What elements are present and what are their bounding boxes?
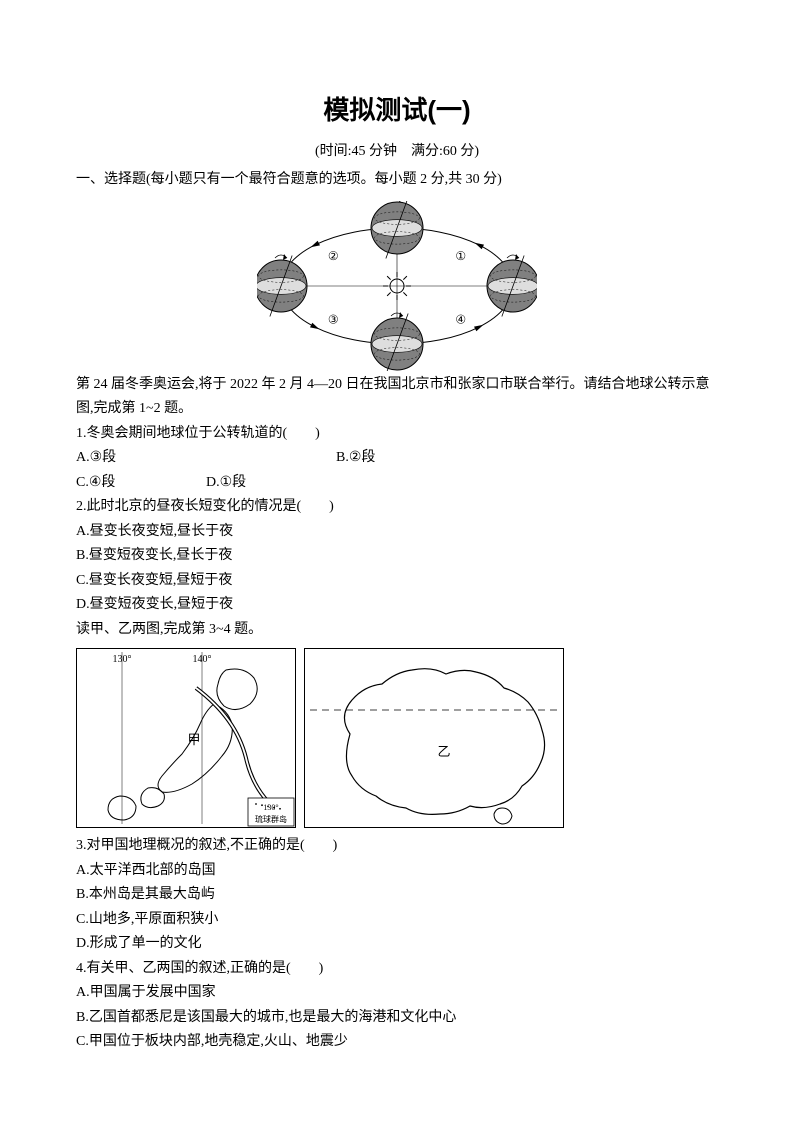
svg-text:②: ② [328, 248, 339, 262]
exam-title: 模拟测试(一) [76, 88, 718, 134]
q2-opt-d: D.昼变短夜变长,昼短于夜 [76, 593, 718, 618]
q3-opt-c: C.山地多,平原面积狭小 [76, 908, 718, 933]
q2-opt-a: A.昼变长夜变短,昼长于夜 [76, 520, 718, 545]
svg-text:130°: 130° [263, 803, 278, 812]
section-1-heading: 一、选择题(每小题只有一个最符合题意的选项。每小题 2 分,共 30 分) [76, 168, 718, 193]
q1-opt-a: A.③段 [76, 446, 336, 471]
q3-stem: 3.对甲国地理概况的叙述,不正确的是( ) [76, 834, 718, 859]
svg-text:甲: 甲 [187, 732, 200, 747]
figure-maps-container: 130° 140° 甲 130° 琉球群岛 乙 [76, 648, 718, 828]
q1-stem: 1.冬奥会期间地球位于公转轨道的( ) [76, 422, 718, 447]
q1-row2: C.④段 D.①段 [76, 471, 718, 496]
q2-opt-b: B.昼变短夜变长,昼长于夜 [76, 544, 718, 569]
svg-text:③: ③ [328, 312, 339, 326]
orbit-diagram: CBAD①②③④ [257, 201, 537, 371]
q4-opt-a: A.甲国属于发展中国家 [76, 981, 718, 1006]
map-japan: 130° 140° 甲 130° 琉球群岛 [76, 648, 296, 828]
svg-text:140°: 140° [193, 654, 212, 665]
q1-row1: A.③段 B.②段 [76, 446, 718, 471]
svg-text:乙: 乙 [437, 744, 450, 759]
page: 模拟测试(一) (时间:45 分钟 满分:60 分) 一、选择题(每小题只有一个… [0, 0, 794, 1095]
q4-stem: 4.有关甲、乙两国的叙述,正确的是( ) [76, 957, 718, 982]
exam-subtitle: (时间:45 分钟 满分:60 分) [76, 140, 718, 165]
q1-opt-c: C.④段 [76, 471, 206, 496]
svg-text:琉球群岛: 琉球群岛 [255, 814, 287, 824]
q2-opt-c: C.昼变长夜变短,昼短于夜 [76, 569, 718, 594]
figure-orbit-container: CBAD①②③④ [76, 201, 718, 371]
q2-stem: 2.此时北京的昼夜长短变化的情况是( ) [76, 495, 718, 520]
svg-text:④: ④ [455, 312, 466, 326]
q4-opt-c: C.甲国位于板块内部,地壳稳定,火山、地震少 [76, 1030, 718, 1055]
context-1: 第 24 届冬季奥运会,将于 2022 年 2 月 4—20 日在我国北京市和张… [76, 373, 718, 422]
q1-opt-b: B.②段 [336, 446, 375, 471]
q3-opt-d: D.形成了单一的文化 [76, 932, 718, 957]
map-australia: 乙 [304, 648, 564, 828]
svg-text:130°: 130° [113, 654, 132, 665]
q4-opt-b: B.乙国首都悉尼是该国最大的城市,也是最大的海港和文化中心 [76, 1006, 718, 1031]
svg-text:①: ① [455, 248, 466, 262]
q1-opt-d: D.①段 [206, 471, 246, 496]
q3-opt-b: B.本州岛是其最大岛屿 [76, 883, 718, 908]
context-2: 读甲、乙两图,完成第 3~4 题。 [76, 618, 718, 643]
q3-opt-a: A.太平洋西北部的岛国 [76, 859, 718, 884]
